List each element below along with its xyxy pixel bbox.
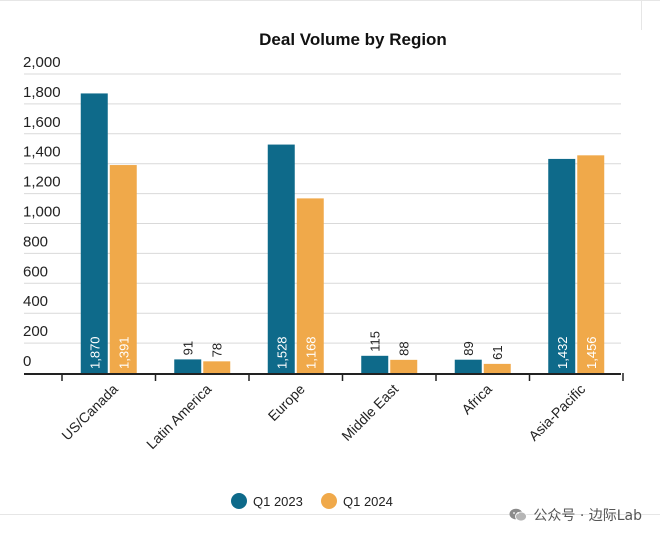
x-category-label: Middle East (338, 381, 401, 444)
legend-label: Q1 2024 (343, 494, 393, 509)
bar-q1-2024 (109, 165, 137, 373)
y-tick-label: 1,000 (23, 204, 61, 221)
y-tick-label: 2,000 (23, 54, 61, 71)
bar-q1-2024 (390, 359, 418, 373)
x-category-label: Asia-Pacific (525, 381, 588, 444)
y-tick-label: 400 (23, 293, 48, 310)
y-tick-label: 1,600 (23, 114, 61, 131)
y-tick-label: 1,800 (23, 84, 61, 101)
bar-q1-2023 (454, 359, 482, 373)
bar-value-label: 1,432 (555, 336, 570, 369)
legend-label: Q1 2023 (253, 494, 303, 509)
bar-value-label: 91 (181, 341, 196, 355)
y-tick-label: 600 (23, 263, 48, 280)
bar-q1-2023 (80, 93, 108, 373)
chart-title: Deal Volume by Region (259, 30, 447, 49)
bar-value-label: 88 (397, 341, 412, 355)
bar-q1-2024 (296, 198, 324, 373)
x-category-label: Africa (458, 381, 495, 418)
x-axis-category-labels: US/Canada Latin America Europe Middle East A… (58, 381, 588, 452)
bar-q1-2024 (483, 363, 511, 373)
bar-value-label: 89 (461, 341, 476, 355)
x-category-label: US/Canada (58, 381, 121, 444)
bar-value-label: 1,456 (584, 336, 599, 369)
legend-marker (231, 493, 247, 509)
bar-value-label: 61 (490, 345, 505, 359)
bars: 1,870 1,391 91 78 1,528 1,168 115 88 89 61 1,432 1,… (80, 93, 605, 373)
watermark: 公众号 · 边际Lab (509, 505, 642, 525)
bar-value-label: 78 (210, 343, 225, 357)
legend: Q1 2023 Q1 2024 (231, 493, 393, 509)
bar-value-label: 115 (368, 331, 383, 352)
y-tick-label: 0 (23, 353, 31, 370)
bar-value-label: 1,528 (274, 336, 289, 369)
bar-value-label: 1,870 (87, 336, 102, 369)
legend-marker (321, 493, 337, 509)
y-tick-label: 800 (23, 233, 48, 250)
y-tick-label: 1,400 (23, 144, 61, 161)
watermark-text: 公众号 · 边际Lab (533, 508, 642, 524)
bar-q1-2023 (361, 355, 389, 373)
bar-q1-2024 (203, 361, 231, 373)
bar-q1-2023 (174, 359, 202, 373)
frame-top-line (0, 0, 660, 1)
x-category-label: Latin America (143, 381, 214, 452)
bar-q1-2023 (267, 144, 295, 373)
y-tick-label: 1,200 (23, 174, 61, 191)
x-category-label: Europe (265, 381, 308, 424)
bar-value-label: 1,168 (303, 336, 318, 369)
frame-bottom-line (0, 514, 660, 515)
bar-value-label: 1,391 (116, 336, 131, 369)
y-axis-tick-labels: 0 200 400 600 800 1,000 1,200 1,400 1,600 1,800 2,… (23, 54, 61, 370)
bar-q1-2023 (548, 158, 576, 373)
y-tick-label: 200 (23, 323, 48, 340)
bar-q1-2024 (577, 155, 605, 373)
x-axis-ticks (61, 373, 624, 381)
wechat-icon (509, 508, 528, 522)
frame-right-line (641, 0, 642, 30)
